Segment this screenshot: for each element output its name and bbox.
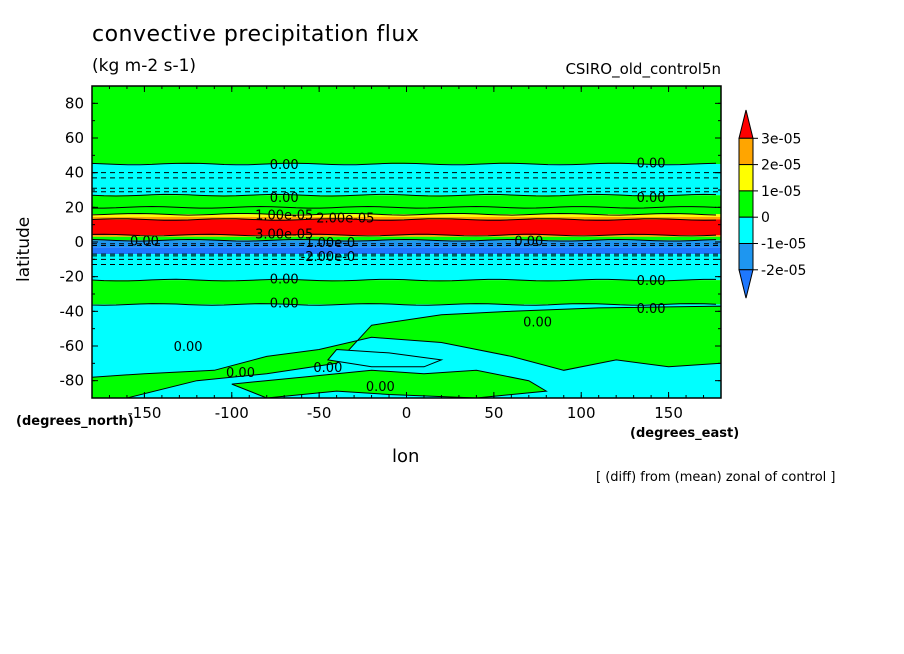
zonal-band-3 bbox=[92, 214, 721, 217]
zonal-band-4 bbox=[92, 216, 721, 220]
colorbar-arrow-top bbox=[738, 109, 754, 139]
zonal-band-10 bbox=[92, 254, 721, 281]
x-axis-units: (degrees_east) bbox=[630, 426, 740, 441]
contour-label: 3.00e-05 bbox=[255, 227, 313, 242]
zonal-band-6 bbox=[92, 235, 721, 237]
axes-layer: -150 -100 -50 0 50 100 150 80 60 40 20 0 -20 -40 -60 -8… bbox=[60, 85, 721, 422]
y-tick-label: 40 bbox=[65, 164, 84, 182]
contour-label: 2.00e-05 bbox=[316, 212, 374, 227]
contour-label: 0.00 bbox=[313, 361, 342, 376]
contour-label: -1.00e-0 bbox=[301, 236, 356, 251]
contour-line-solid-2 bbox=[92, 205, 717, 209]
contour-line-solid-3 bbox=[92, 212, 717, 216]
y-tick-label: 20 bbox=[65, 198, 84, 216]
contour-label: 0.00 bbox=[226, 366, 255, 381]
y-tick-label: 80 bbox=[65, 94, 84, 112]
contour-label: 0.00 bbox=[514, 234, 543, 249]
x-tick-label: 0 bbox=[402, 404, 412, 422]
contour-line-solid-1 bbox=[92, 193, 717, 197]
x-tick-label: -100 bbox=[215, 404, 249, 422]
colorbar-tick-label: 1e-05 bbox=[761, 184, 801, 200]
zonal-band-8 bbox=[92, 240, 721, 248]
contour-line-solid-4 bbox=[92, 218, 717, 221]
y-tick-label: -40 bbox=[60, 302, 85, 320]
contour-label: 1.00e-05 bbox=[255, 208, 313, 223]
colorbar-swatch bbox=[738, 137, 754, 166]
contour-labels-layer: 0.00 0.00 0.00 0.00 1.00e-05 2.00e-053.00e-05… bbox=[130, 156, 666, 395]
y-tick-label: -80 bbox=[60, 372, 85, 390]
contour-label: 0.00 bbox=[130, 234, 159, 249]
contour-label: 0.00 bbox=[637, 274, 666, 289]
x-tick-label: -50 bbox=[307, 404, 332, 422]
y-tick-label: 60 bbox=[65, 129, 84, 147]
colorbar-swatch bbox=[738, 243, 754, 271]
x-tick-label: 50 bbox=[484, 404, 503, 422]
contour-label: 0.00 bbox=[174, 340, 203, 355]
zonal-band-7 bbox=[92, 236, 721, 241]
contour-line-solid-0 bbox=[92, 162, 717, 166]
y-tick-label: -20 bbox=[60, 268, 85, 286]
colorbar-swatch bbox=[738, 190, 754, 218]
x-tick-label: 150 bbox=[654, 404, 683, 422]
field-patch-2 bbox=[326, 348, 444, 368]
colorbar-tick-label: 3e-05 bbox=[761, 131, 801, 147]
contour-label: 0.00 bbox=[270, 191, 299, 206]
zonal-band-2 bbox=[92, 195, 721, 215]
contour-label: 0.00 bbox=[637, 191, 666, 206]
plot-fill-layer bbox=[92, 86, 721, 398]
contour-label: 0.00 bbox=[523, 316, 552, 331]
field-patch-1 bbox=[231, 369, 548, 398]
zonal-band-1 bbox=[92, 164, 721, 196]
y-tick-label: 0 bbox=[74, 233, 84, 251]
contour-label: 0.00 bbox=[637, 302, 666, 317]
contour-label: 0.00 bbox=[270, 158, 299, 173]
contour-label: -2.00e-0 bbox=[301, 250, 356, 265]
zonal-band-5 bbox=[92, 219, 721, 236]
chart-units: (kg m-2 s-1) bbox=[92, 56, 197, 76]
contour-line-solid-6 bbox=[92, 238, 717, 242]
colorbar-arrow-bottom bbox=[738, 269, 754, 299]
colorbar-tick-label: 2e-05 bbox=[761, 158, 801, 174]
contour-line-solid-5 bbox=[92, 233, 717, 237]
zonal-band-11 bbox=[92, 280, 721, 305]
contour-label: 0.00 bbox=[366, 380, 395, 395]
y-tick-label: -60 bbox=[60, 337, 85, 355]
zonal-band-0 bbox=[92, 86, 721, 164]
contour-line-solid-8 bbox=[92, 303, 717, 306]
colorbar-tick-label: -2e-05 bbox=[761, 263, 806, 279]
colorbar-swatch bbox=[738, 164, 754, 192]
x-axis-label: lon bbox=[392, 446, 420, 467]
field-patch-0 bbox=[92, 305, 721, 398]
dataset-name: CSIRO_old_control5n bbox=[565, 60, 721, 78]
colorbar-tick-label: 0 bbox=[761, 210, 770, 226]
y-axis-units: (degrees_north) bbox=[16, 414, 134, 429]
zonal-band-9 bbox=[92, 247, 721, 255]
colorbar: 3e-05 2e-05 1e-05 0 -1e-05 -2e-05 bbox=[738, 109, 806, 299]
x-tick-label: 100 bbox=[567, 404, 596, 422]
contour-label: 0.00 bbox=[637, 156, 666, 171]
contour-line-solid-7 bbox=[92, 278, 716, 282]
contour-label: 0.00 bbox=[270, 297, 299, 312]
colorbar-tick-label: -1e-05 bbox=[761, 237, 806, 253]
colorbar-swatch bbox=[738, 216, 754, 244]
chart-title: convective precipitation flux bbox=[92, 22, 420, 47]
contour-lines-layer bbox=[92, 162, 721, 306]
x-tick-label: -150 bbox=[127, 404, 161, 422]
contour-label: 0.00 bbox=[270, 272, 299, 287]
footnote: [ (diff) from (mean) zonal of control ] bbox=[596, 470, 836, 485]
